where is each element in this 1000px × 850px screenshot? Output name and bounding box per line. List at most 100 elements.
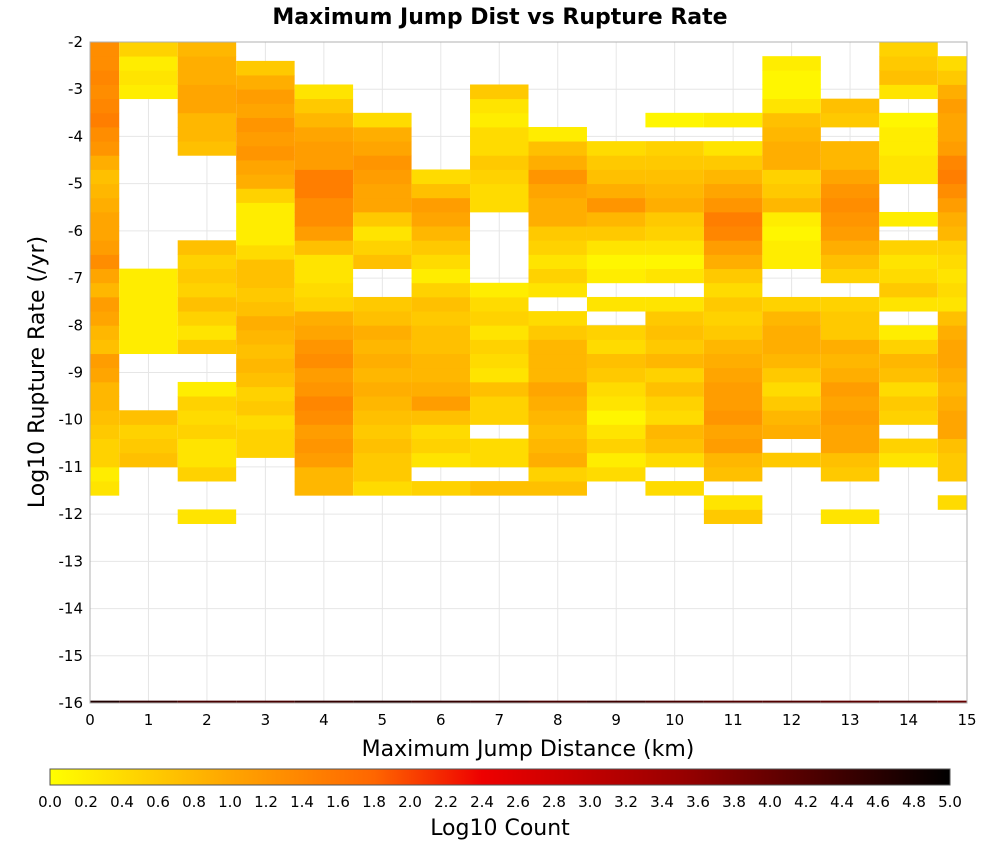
heatmap-cell xyxy=(353,311,412,326)
heatmap-cell xyxy=(762,226,821,241)
heatmap-cell xyxy=(937,268,967,284)
heatmap-cell xyxy=(236,330,295,345)
heatmap-cell-bottom-band xyxy=(879,700,938,703)
heatmap-cell xyxy=(762,452,821,468)
heatmap-cell xyxy=(879,452,938,468)
heatmap-cell xyxy=(762,296,821,312)
heatmap-cell xyxy=(177,410,237,425)
heatmap-cell xyxy=(820,339,880,355)
heatmap-cell xyxy=(879,42,938,57)
heatmap-cell xyxy=(353,438,412,454)
heatmap-cell xyxy=(90,42,120,57)
heatmap-cell xyxy=(294,438,354,454)
heatmap-cell xyxy=(937,296,967,312)
heatmap-cell xyxy=(119,452,178,468)
heatmap-cell xyxy=(236,400,295,416)
heatmap-cell xyxy=(90,70,120,85)
heatmap-cell xyxy=(586,183,646,199)
heatmap-cell xyxy=(528,126,587,142)
colorbar-tick-label: 0.6 xyxy=(146,793,170,811)
heatmap-cell xyxy=(470,112,529,128)
heatmap-cell xyxy=(119,282,178,298)
heatmap-cell xyxy=(294,452,354,468)
heatmap-cell xyxy=(820,197,880,213)
heatmap-cell xyxy=(90,56,120,71)
heatmap-cell xyxy=(937,424,967,439)
heatmap-cell xyxy=(879,240,938,255)
heatmap-cell xyxy=(236,117,295,133)
heatmap-cell xyxy=(90,226,120,241)
heatmap-cell xyxy=(820,296,880,312)
heatmap-cell xyxy=(177,70,237,85)
heatmap-cell xyxy=(703,353,763,369)
heatmap-cell xyxy=(820,240,880,255)
heatmap-cell xyxy=(528,339,587,355)
heatmap-cell xyxy=(353,466,412,482)
heatmap-cell xyxy=(879,296,938,312)
heatmap-cell xyxy=(470,169,529,185)
heatmap-cell xyxy=(879,396,938,411)
heatmap-cell xyxy=(236,301,295,317)
heatmap-cell xyxy=(762,211,821,227)
heatmap-cell xyxy=(411,226,471,241)
heatmap-cell xyxy=(411,438,471,454)
y-tick-label: -16 xyxy=(59,694,84,712)
heatmap-cell xyxy=(586,381,646,397)
x-tick-label: 9 xyxy=(611,711,621,729)
heatmap-cell xyxy=(703,438,763,454)
heatmap-cell xyxy=(90,424,120,439)
heatmap-cell xyxy=(937,353,967,369)
heatmap-cell xyxy=(119,410,178,425)
heatmap-cell xyxy=(90,155,120,170)
y-tick-labels: -2 -3 -4 -5 -6 -7 -8 -9 -10 -11 -12 -13 -14 -15 -16 xyxy=(59,33,84,712)
colorbar-tick-label: 4.8 xyxy=(902,793,926,811)
heatmap-cell xyxy=(177,84,237,100)
heatmap-cell xyxy=(937,466,967,482)
colorbar-tick-label: 4.6 xyxy=(866,793,890,811)
heatmap-cell xyxy=(353,396,412,411)
heatmap-cell xyxy=(937,169,967,185)
heatmap-cell-bottom-band xyxy=(820,700,880,703)
heatmap-cell xyxy=(177,112,237,128)
heatmap-cell xyxy=(177,311,237,326)
heatmap-cell xyxy=(820,396,880,411)
heatmap-cell xyxy=(353,169,412,185)
heatmap-cell xyxy=(236,429,295,444)
heatmap-cell xyxy=(586,367,646,383)
y-tick-label: -11 xyxy=(59,458,84,476)
heatmap-cell xyxy=(119,268,178,284)
heatmap-cell xyxy=(528,410,587,425)
heatmap-cell xyxy=(470,282,529,298)
heatmap-cell xyxy=(879,155,938,170)
colorbar-tick-label: 2.8 xyxy=(542,793,566,811)
heatmap-cell xyxy=(294,268,354,284)
heatmap-cell xyxy=(645,240,704,255)
heatmap-cell xyxy=(645,396,704,411)
heatmap-cell xyxy=(353,381,412,397)
colorbar-tick-label: 2.6 xyxy=(506,793,530,811)
heatmap-cell xyxy=(177,126,237,142)
colorbar-tick-label: 1.2 xyxy=(254,793,278,811)
heatmap-cell xyxy=(703,240,763,255)
heatmap-cell xyxy=(236,259,295,274)
heatmap-cell-bottom-band xyxy=(528,700,587,703)
heatmap-cell xyxy=(90,452,120,468)
heatmap-cell xyxy=(353,353,412,369)
colorbar-tick-label: 0.4 xyxy=(110,793,134,811)
heatmap-cell xyxy=(236,245,295,260)
heatmap-cell xyxy=(528,381,587,397)
heatmap-cell xyxy=(177,452,237,468)
heatmap-cell xyxy=(528,325,587,340)
heatmap-cell xyxy=(645,197,704,213)
heatmap-cell xyxy=(820,169,880,185)
x-axis-label: Maximum Jump Distance (km) xyxy=(362,737,695,762)
heatmap-cell xyxy=(294,211,354,227)
heatmap-cell xyxy=(411,254,471,270)
heatmap-cell xyxy=(177,240,237,255)
heatmap-cell xyxy=(294,481,354,496)
heatmap-cell xyxy=(470,84,529,100)
heatmap-cell xyxy=(411,452,471,468)
colorbar-tick-label: 5.0 xyxy=(938,793,962,811)
heatmap-cell xyxy=(937,155,967,170)
